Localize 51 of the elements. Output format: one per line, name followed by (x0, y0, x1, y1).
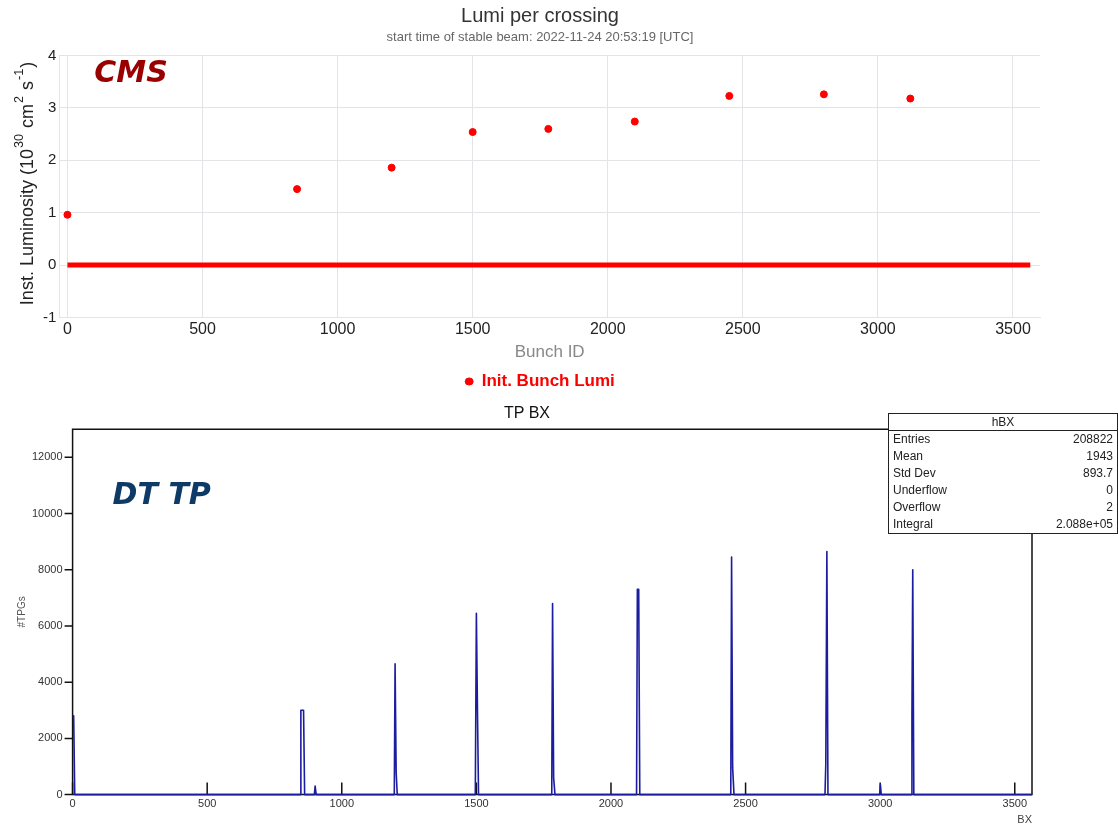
chart-subtitle: start time of stable beam: 2022-11-24 20:53:19 [UTC] (386, 29, 694, 45)
text: 208822 (1071, 431, 1114, 449)
annotation: CMS (94, 54, 168, 90)
x-tick-label: 2500 (725, 320, 761, 338)
text: hBX (889, 414, 1117, 432)
y-tick-label: 4000 (38, 675, 63, 688)
chart-title: Lumi per crossing (461, 3, 619, 26)
x-tick-label: 3000 (860, 320, 896, 338)
x-tick-label: 0 (69, 797, 76, 810)
x-tick-label: 3500 (995, 320, 1031, 338)
y-tick-label: 1 (47, 202, 57, 220)
y-tick-label: 8000 (38, 562, 63, 575)
x-tick-label: 1500 (464, 797, 489, 810)
x-tick-label: 2500 (733, 797, 758, 810)
x-tick-label: 1000 (329, 797, 355, 810)
y-tick-label: 12000 (31, 450, 63, 463)
annotation: Entries (892, 431, 932, 449)
y-tick-label: 10000 (31, 506, 63, 519)
y-tick-label: 4 (47, 45, 57, 63)
x-tick-label: 3500 (1002, 797, 1028, 810)
text: 2.088e+05 (1054, 516, 1114, 534)
y-axis-title: #TPGs (15, 596, 27, 628)
x-axis-title: Bunch ID (514, 342, 585, 362)
x-tick-label: 500 (198, 797, 217, 810)
text: 1943 (1085, 448, 1114, 466)
annotation: Integral (892, 516, 935, 534)
x-axis-title: BX (1017, 813, 1033, 826)
y-tick-label: 0 (47, 255, 57, 273)
annotation: Overflow (892, 499, 942, 517)
annotation: Underflow (892, 482, 949, 500)
y-tick-label: 6000 (38, 618, 63, 631)
y-tick-label: 0 (56, 787, 63, 800)
y-tick-label: 2 (47, 150, 57, 168)
chart-title: TP BX (504, 404, 551, 422)
x-tick-label: 1500 (454, 320, 491, 338)
annotation: DT TP (112, 476, 211, 511)
annotation: Std Dev (892, 465, 937, 483)
y-tick-label: 2000 (38, 731, 63, 744)
x-tick-label: 2000 (589, 320, 626, 338)
x-tick-label: 2000 (598, 797, 624, 810)
legend-label: Init. Bunch Lumi (481, 371, 615, 391)
y-tick-label: 3 (47, 98, 57, 116)
text: 2 (1105, 499, 1114, 517)
annotation: Mean (892, 448, 925, 466)
text: 0 (1105, 482, 1114, 500)
text: 893.7 (1081, 465, 1114, 483)
x-tick-label: 3000 (867, 797, 893, 810)
x-tick-label: 500 (189, 320, 216, 338)
y-axis-title: Inst. Luminosity (1030 cm2 s-1) (12, 61, 37, 306)
y-tick-label: -1 (42, 307, 57, 325)
x-tick-label: 1000 (319, 320, 356, 338)
